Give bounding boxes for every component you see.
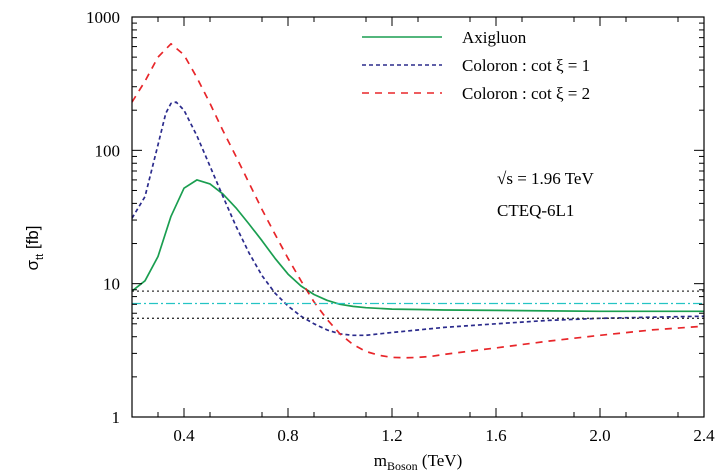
y-tick-label: 1000 xyxy=(86,8,120,27)
annotation-sqrt-s: √s = 1.96 TeV xyxy=(497,169,594,188)
x-tick-label: 1.6 xyxy=(485,426,506,445)
x-axis-label-sub: Boson xyxy=(387,459,418,472)
series-layer xyxy=(132,42,704,359)
series-line-axigluon xyxy=(132,179,704,313)
y-tick-label: 10 xyxy=(103,275,120,294)
x-tick-label: 0.4 xyxy=(173,426,195,445)
series-line-coloron-cot1 xyxy=(132,101,704,337)
legend-label-coloron-1: Coloron : cot ξ = 1 xyxy=(462,56,590,75)
x-axis-label: mBoson (TeV) xyxy=(374,451,463,472)
y-axis-label-unit: [fb] xyxy=(23,226,42,254)
legend: Axigluon Coloron : cot ξ = 1 Coloron : c… xyxy=(362,28,590,103)
series-line-coloron-cot2 xyxy=(132,42,704,359)
x-tick-label: 1.2 xyxy=(381,426,402,445)
legend-label-coloron-2: Coloron : cot ξ = 2 xyxy=(462,84,590,103)
y-axis-label-sub: tt xyxy=(34,254,46,260)
tick-layer: 0.4 0.8 1.2 1.6 2.0 2.4 1 10 100 1000 xyxy=(86,8,715,445)
legend-label-axigluon: Axigluon xyxy=(462,28,527,47)
plot-frame xyxy=(131,16,705,418)
y-axis-label: σtt [fb] xyxy=(23,226,46,271)
reference-lines-layer xyxy=(132,290,704,319)
x-axis-label-unit: (TeV) xyxy=(418,451,463,470)
y-tick-label: 1 xyxy=(112,408,121,427)
x-tick-label: 0.8 xyxy=(277,426,298,445)
y-tick-label: 100 xyxy=(95,141,121,160)
x-axis-label-main: m xyxy=(374,451,387,470)
y-axis-label-main: σ xyxy=(23,259,42,270)
x-tick-label: 2.4 xyxy=(693,426,715,445)
x-tick-label: 2.0 xyxy=(589,426,610,445)
annotation-pdf: CTEQ-6L1 xyxy=(497,201,574,220)
